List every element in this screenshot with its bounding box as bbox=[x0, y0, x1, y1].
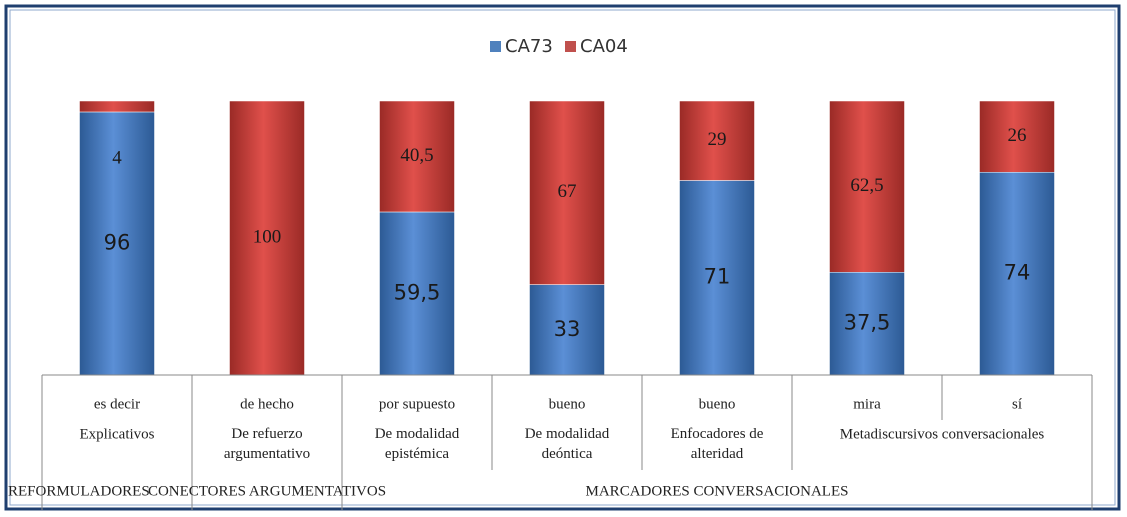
group-label: CONECTORES ARGUMENTATIVOS bbox=[148, 483, 386, 499]
data-label: 37,5 bbox=[844, 311, 891, 335]
data-label: 33 bbox=[554, 317, 581, 341]
category-label: de hecho bbox=[240, 396, 294, 412]
data-label: 96 bbox=[104, 230, 131, 254]
group-label: MARCADORES CONVERSACIONALES bbox=[586, 483, 849, 499]
category-label: sí bbox=[1012, 396, 1022, 412]
bar-segment bbox=[79, 111, 155, 376]
data-label: 67 bbox=[558, 181, 577, 202]
legend-label: CA04 bbox=[580, 36, 628, 57]
bar-segment bbox=[979, 171, 1055, 376]
group-label: Explicativos bbox=[80, 426, 155, 442]
group-label: De refuerzo argumentativo bbox=[224, 426, 310, 462]
category-label: por supuesto bbox=[379, 396, 455, 412]
bar-segment bbox=[979, 100, 1055, 173]
bar-segment bbox=[529, 284, 605, 376]
bar-segment bbox=[829, 272, 905, 376]
bar-segment bbox=[79, 100, 155, 113]
data-label: 100 bbox=[253, 226, 282, 247]
bar-segment bbox=[829, 100, 905, 273]
data-label: 40,5 bbox=[400, 145, 433, 166]
data-label: 29 bbox=[708, 129, 727, 150]
legend-swatch bbox=[565, 41, 576, 52]
category-label: mira bbox=[853, 396, 881, 412]
group-label: De modalidad epistémica bbox=[375, 426, 460, 462]
legend-swatch bbox=[490, 41, 501, 52]
group-label: REFORMULADORES bbox=[8, 483, 150, 499]
bar-segment bbox=[679, 180, 755, 376]
bar-segment bbox=[379, 211, 455, 376]
category-label: bueno bbox=[549, 396, 586, 412]
category-label: bueno bbox=[699, 396, 736, 412]
group-label: De modalidad deóntica bbox=[525, 426, 610, 462]
bar-segment bbox=[229, 100, 305, 376]
data-label: 71 bbox=[704, 265, 731, 289]
frame-inner bbox=[9, 9, 1116, 506]
group-label: Enfocadores de alteridad bbox=[671, 426, 764, 462]
data-label: 26 bbox=[1008, 125, 1027, 146]
bar-segment bbox=[379, 100, 455, 213]
group-label: Metadiscursivos conversacionales bbox=[840, 426, 1045, 442]
bar-segment bbox=[679, 100, 755, 181]
data-label: 74 bbox=[1004, 261, 1031, 285]
data-label: 4 bbox=[112, 147, 122, 168]
bar-segment bbox=[529, 100, 605, 285]
category-label: es decir bbox=[94, 396, 140, 412]
legend-label: CA73 bbox=[505, 36, 553, 57]
data-label: 62,5 bbox=[850, 175, 883, 196]
data-label: 59,5 bbox=[394, 280, 441, 304]
